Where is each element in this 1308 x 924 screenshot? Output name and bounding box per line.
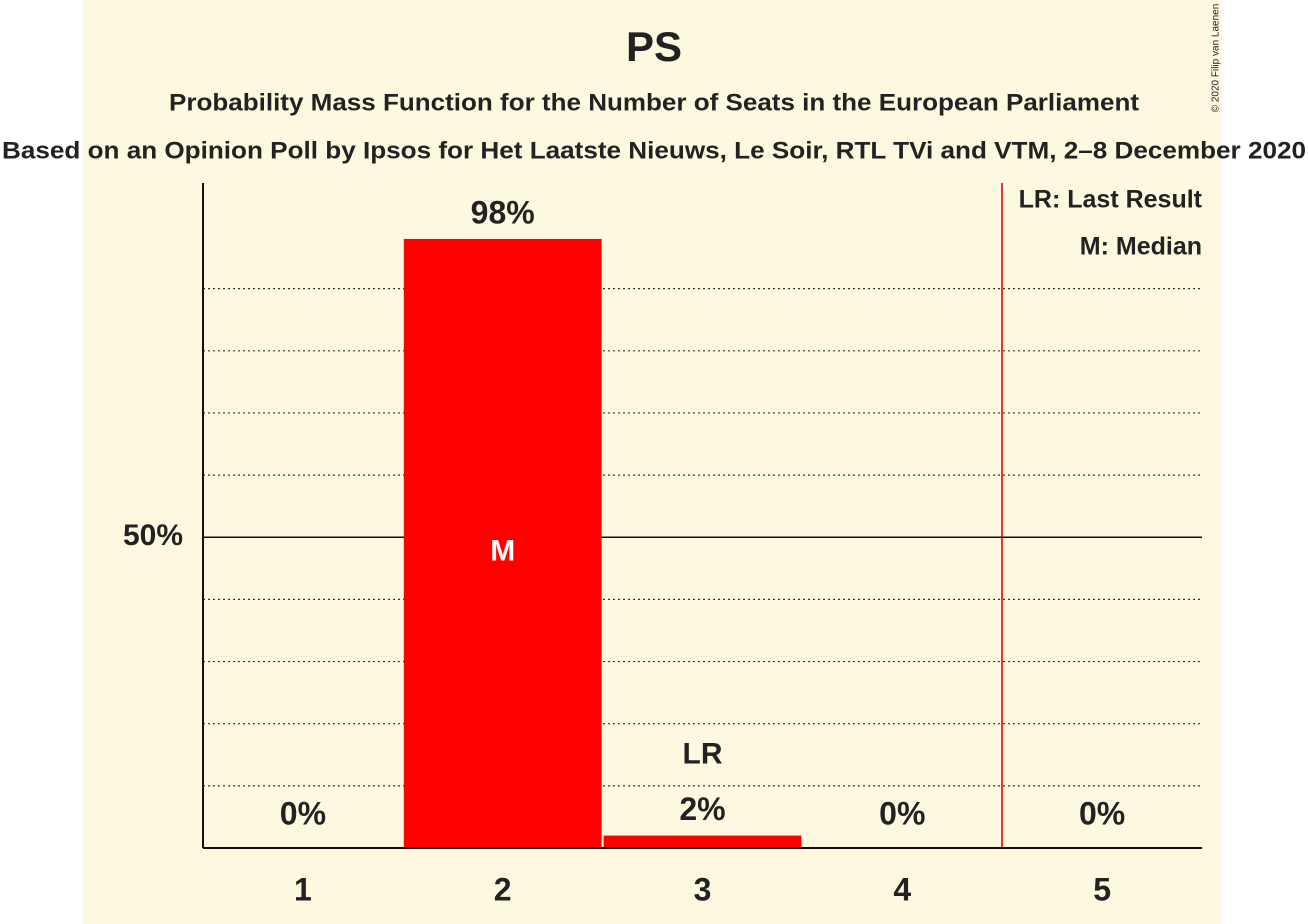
value-label: 2%: [679, 791, 725, 827]
value-label: 0%: [280, 795, 326, 831]
y-tick-label: 50%: [123, 519, 183, 552]
bar: [403, 238, 602, 849]
copyright: © 2020 Filip van Laenen: [1211, 4, 1222, 113]
background: [83, 0, 1222, 924]
x-tick-label: 1: [294, 871, 312, 907]
chart-subtitle: Probability Mass Function for the Number…: [169, 89, 1139, 116]
legend-entry: M: Median: [1080, 233, 1202, 261]
x-tick-label: 3: [694, 871, 712, 907]
x-tick-label: 5: [1093, 871, 1111, 907]
marker-label: LR: [683, 737, 723, 770]
x-tick-label: 4: [893, 871, 911, 907]
x-tick-label: 2: [494, 871, 512, 907]
chart-title: PS: [626, 23, 682, 70]
chart-source: Based on an Opinion Poll by Ipsos for He…: [2, 137, 1306, 164]
value-label: 98%: [471, 194, 535, 230]
bar: [603, 835, 802, 848]
legend-entry: LR: Last Result: [1019, 186, 1203, 214]
value-label: 0%: [1079, 795, 1125, 831]
value-label: 0%: [879, 795, 925, 831]
marker-label: M: [490, 534, 515, 567]
